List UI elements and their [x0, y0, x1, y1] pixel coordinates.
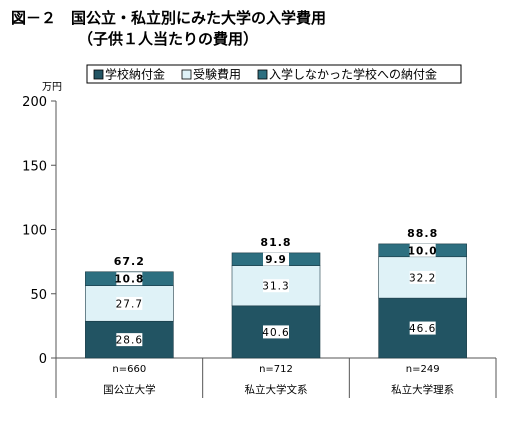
legend-item-series-2: 入学しなかった学校への納付金 [257, 67, 437, 82]
value-label-bg [116, 296, 143, 310]
legend-item-series-1: 受験費用 [181, 67, 241, 82]
value-label: 46.6 [409, 323, 436, 335]
chart-title: 図－２ 国公立・私立別にみた大学の入学費用 [11, 9, 327, 27]
legend-label-1: 受験費用 [193, 67, 241, 82]
y-tick-label: 200 [22, 95, 47, 110]
x-axis-labels: n=660 国公立大学 n=712 私立大学文系 n=249 私立大学理系 [55, 358, 497, 398]
value-label: 10.0 [408, 245, 438, 257]
total-label: 81.8 [260, 236, 291, 249]
bar-group: 28.6 27.7 10.8 67.2 40.6 31.3 9.9 81.8 46.6 32.2 1… [85, 227, 467, 359]
value-label-bg [409, 270, 436, 284]
category-label: 私立大学文系 [245, 383, 308, 396]
legend-swatch-1 [181, 69, 192, 80]
value-label: 28.6 [116, 335, 143, 347]
y-tick-label: 150 [22, 159, 47, 174]
total-label: 88.8 [407, 227, 438, 240]
legend-box [86, 64, 462, 84]
value-label-bg [409, 321, 436, 335]
value-label: 31.3 [262, 281, 289, 293]
value-label: 32.2 [409, 272, 436, 284]
category-label: 国公立大学 [103, 383, 156, 396]
legend: 学校納付金 受験費用 入学しなかった学校への納付金 [86, 64, 462, 84]
sample-size-label: n=712 [259, 364, 293, 375]
legend-label-2: 入学しなかった学校への納付金 [269, 67, 437, 82]
y-tick-label: 0 [39, 352, 47, 367]
value-label-bg [263, 252, 289, 266]
legend-item-series-0: 学校納付金 [93, 67, 165, 82]
value-label-bg [409, 243, 436, 257]
value-label: 27.7 [116, 298, 143, 310]
sample-size-label: n=249 [406, 364, 440, 375]
value-label-bg [263, 325, 289, 339]
value-label-bg [116, 272, 143, 286]
total-label: 67.2 [114, 255, 145, 268]
y-tick-label: 100 [22, 224, 47, 239]
chart-subtitle: （子供１人当たりの費用） [78, 30, 259, 48]
value-label-bg [263, 279, 289, 293]
category-label: 私立大学理系 [391, 383, 454, 396]
value-label-bg [116, 333, 143, 347]
y-tick-label: 50 [30, 288, 47, 303]
legend-label-0: 学校納付金 [105, 67, 165, 82]
y-axis-unit: 万円 [42, 82, 62, 93]
legend-swatch-0 [93, 69, 104, 80]
value-label: 40.6 [262, 327, 289, 339]
y-axis-ticks: 0 50 100 150 200 [22, 95, 56, 367]
legend-swatch-2 [257, 69, 268, 80]
sample-size-label: n=660 [112, 364, 146, 375]
value-label: 9.9 [265, 254, 287, 266]
value-label: 10.8 [114, 274, 144, 286]
